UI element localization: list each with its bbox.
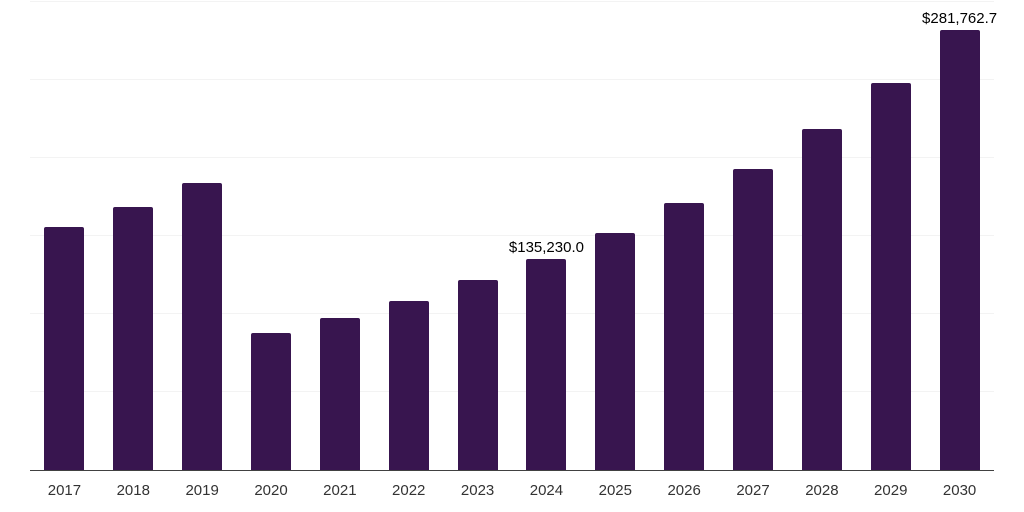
bar-value-label-2030: $281,762.7 [922, 10, 998, 28]
bar-slot-2022 [374, 2, 443, 470]
bar-slot-2028 [787, 2, 856, 470]
bar-2021 [319, 318, 360, 470]
bar-2018 [113, 206, 154, 470]
bar-2026 [664, 202, 705, 470]
x-tick-2018: 2018 [116, 482, 150, 499]
x-tick-2021: 2021 [323, 482, 357, 499]
bar-slot-2025 [581, 2, 650, 470]
x-tick-2019: 2019 [185, 482, 219, 499]
bar-slot-2017 [30, 2, 99, 470]
bar-2028 [801, 128, 842, 470]
bar-slot-2024: $135,230.0 [509, 2, 584, 470]
bar-2020 [251, 333, 291, 470]
x-tick-2026: 2026 [667, 482, 701, 499]
bar-slot-2021 [305, 2, 374, 470]
x-tick-2030: 2030 [942, 482, 977, 499]
bar-2017 [44, 226, 85, 470]
bar-slot-2027 [719, 2, 788, 470]
x-tick-2022: 2022 [392, 482, 426, 499]
bar-2019 [182, 182, 223, 470]
bar-2022 [388, 301, 429, 470]
bar-2027 [733, 169, 774, 470]
x-tick-2025: 2025 [598, 482, 632, 499]
x-tick-2027: 2027 [736, 482, 770, 499]
x-tick-2017: 2017 [47, 482, 82, 499]
bar-2029 [870, 82, 911, 470]
x-tick-2028: 2028 [805, 482, 839, 499]
bar-2030: $281,762.7 [922, 11, 997, 470]
bar-value-label-2024: $135,230.0 [508, 239, 584, 257]
x-tick-2024: 2024 [529, 482, 564, 499]
bar-slot-2020 [237, 2, 306, 470]
x-tick-2029: 2029 [874, 482, 908, 499]
bar-2024: $135,230.0 [509, 240, 584, 470]
bar-slot-2023 [443, 2, 512, 470]
bar-slot-2018 [99, 2, 168, 470]
plot-area: $135,230.0 $281,762.7 [30, 1, 997, 471]
bar-2023 [457, 280, 498, 470]
bar-2025 [595, 233, 636, 470]
bar-slot-2030: $281,762.7 [922, 2, 997, 470]
x-tick-2020: 2020 [254, 482, 288, 499]
bar-slot-2029 [856, 2, 925, 470]
bar-slot-2019 [168, 2, 237, 470]
bar-slot-2026 [650, 2, 719, 470]
x-axis: 2017 2018 2019 2020 2021 2022 2023 2024 2025 2026… [30, 471, 994, 498]
x-tick-2023: 2023 [460, 482, 495, 499]
